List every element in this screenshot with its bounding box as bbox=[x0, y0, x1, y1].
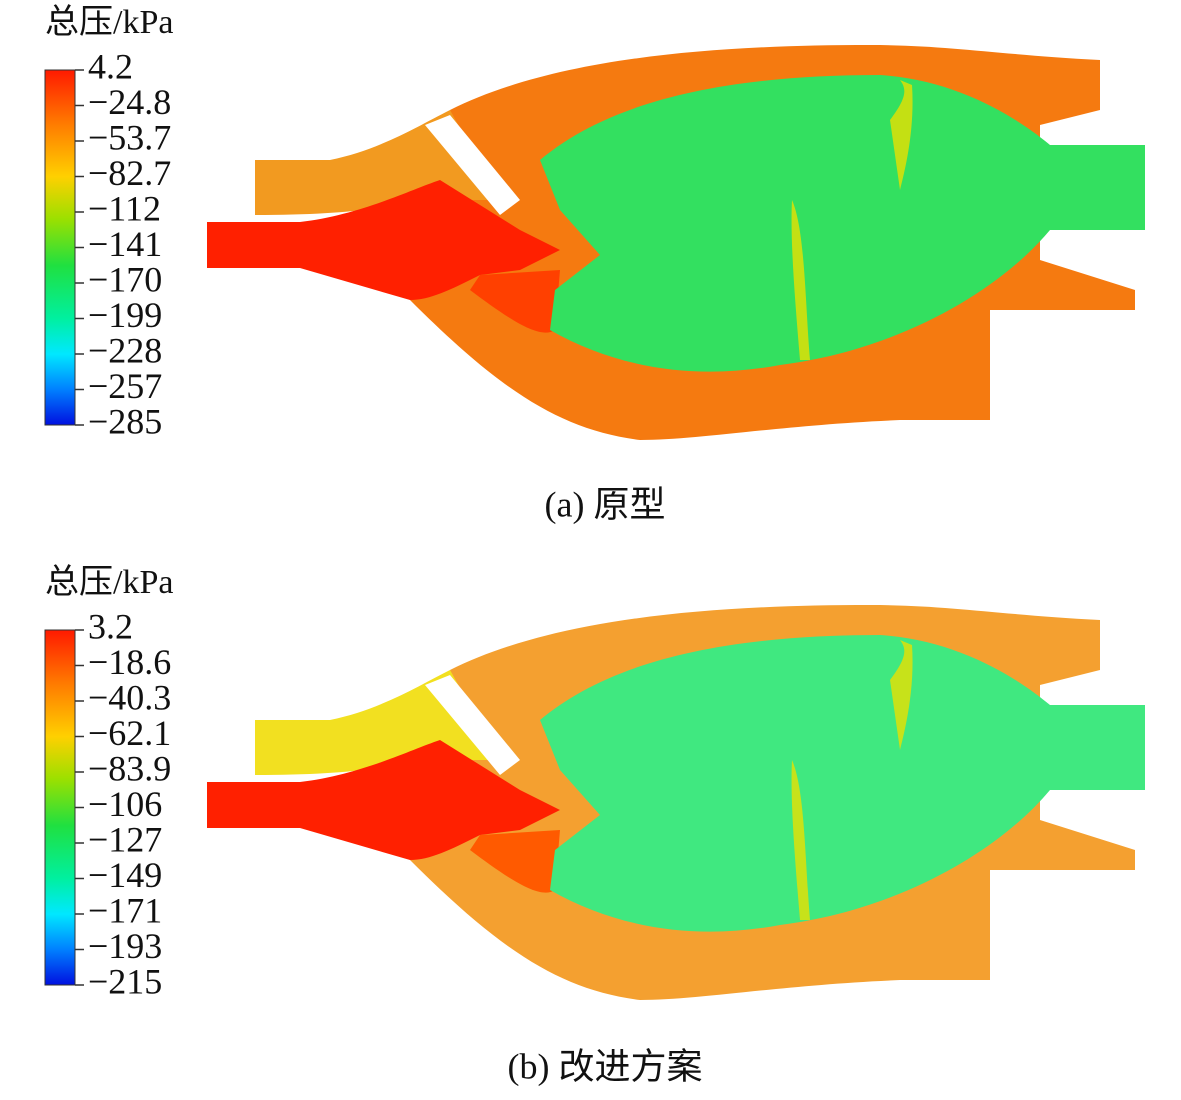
colorbar-tick-label: −141 bbox=[88, 224, 162, 264]
colorbar-tick-label: −285 bbox=[88, 401, 162, 441]
swirler-wedge bbox=[470, 830, 560, 893]
jet-streak bbox=[890, 640, 913, 750]
swirler-wedge bbox=[470, 270, 560, 333]
colorbar bbox=[44, 629, 76, 986]
colorbar-tick-label: −127 bbox=[88, 819, 162, 859]
colorbar bbox=[44, 69, 76, 426]
colorbar-tick-label: −199 bbox=[88, 295, 162, 335]
jet-streak bbox=[791, 760, 810, 920]
jet-streak bbox=[791, 200, 810, 360]
flame-tube bbox=[540, 75, 1145, 372]
liner-wall bbox=[425, 115, 520, 215]
colorbar-tick-label: 4.2 bbox=[88, 46, 133, 86]
inlet bbox=[207, 740, 560, 860]
colorbar-tick-label: −24.8 bbox=[88, 82, 171, 122]
colorbar-tick-label: −40.3 bbox=[88, 677, 171, 717]
panel: 总压/kPa 3.2−18.6−40.3−62.1−83.9−106−127−14… bbox=[44, 563, 1145, 1086]
colorbar-tick-label: −18.6 bbox=[88, 642, 171, 682]
caption: (b) 改进方案 bbox=[508, 1046, 703, 1086]
colorbar-tick-label: −170 bbox=[88, 259, 162, 299]
colorbar-title: 总压/kPa bbox=[45, 563, 173, 601]
colorbar-tick-label: −83.9 bbox=[88, 748, 171, 788]
caption: (a) 原型 bbox=[545, 484, 666, 524]
inlet bbox=[207, 180, 560, 300]
colorbar-tick-label: −62.1 bbox=[88, 713, 171, 753]
flame-tube bbox=[540, 635, 1145, 932]
colorbar-tick-label: −149 bbox=[88, 855, 162, 895]
panel: 总压/kPa 4.2−24.8−53.7−82.7−112−141−170−199… bbox=[44, 3, 1145, 524]
colorbar-tick-label: −82.7 bbox=[88, 153, 171, 193]
contour-plot bbox=[207, 45, 1145, 440]
colorbar-tick-label: −257 bbox=[88, 366, 162, 406]
liner-wall bbox=[425, 675, 520, 775]
colorbar-tick-label: −53.7 bbox=[88, 117, 171, 157]
colorbar-tick-label: −193 bbox=[88, 926, 162, 966]
jet-streak bbox=[890, 80, 913, 190]
contour-plot bbox=[207, 605, 1145, 1000]
colorbar-tick-label: −171 bbox=[88, 890, 162, 930]
colorbar-tick-label: −112 bbox=[88, 188, 161, 228]
colorbar-tick-label: −215 bbox=[88, 961, 162, 1001]
colorbar-tick-label: −106 bbox=[88, 784, 162, 824]
colorbar-tick-label: 3.2 bbox=[88, 606, 133, 646]
colorbar-title: 总压/kPa bbox=[45, 3, 173, 41]
colorbar-tick-label: −228 bbox=[88, 330, 162, 370]
